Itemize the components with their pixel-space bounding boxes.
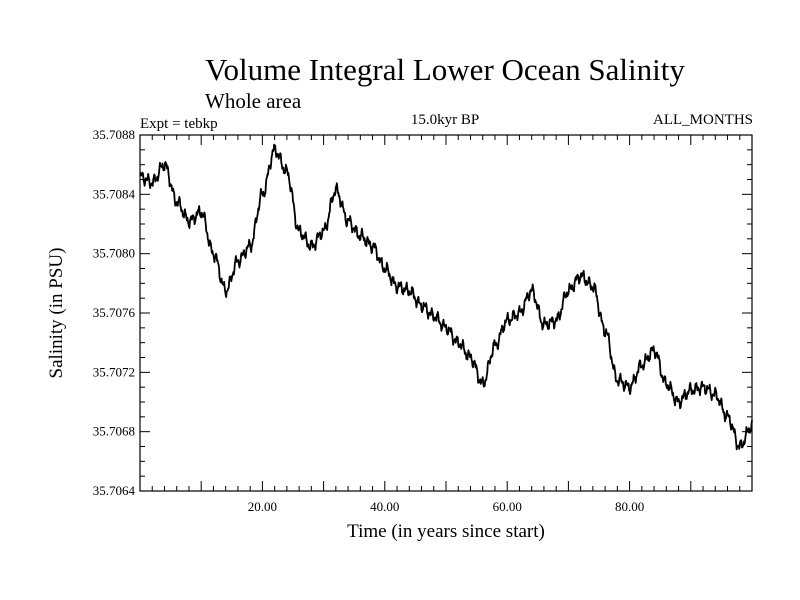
period-label: 15.0kyr BP xyxy=(411,112,479,128)
y-tick-label: 35.7068 xyxy=(93,424,135,439)
chart-title: Volume Integral Lower Ocean Salinity xyxy=(205,52,685,87)
x-tick-label: 60.00 xyxy=(493,499,522,514)
x-tick-label: 80.00 xyxy=(615,499,644,514)
x-tick-label: 20.00 xyxy=(248,499,277,514)
y-tick-label: 35.7084 xyxy=(93,186,136,201)
y-tick-label: 35.7072 xyxy=(93,364,135,379)
y-tick-label: 35.7064 xyxy=(93,483,136,498)
x-tick-label: 40.00 xyxy=(370,499,399,514)
y-tick-label: 35.7088 xyxy=(93,127,135,142)
plot-area-frame xyxy=(139,134,753,492)
y-tick-label: 35.7076 xyxy=(93,305,136,320)
chart-subtitle: Whole area xyxy=(205,89,302,113)
salinity-series-line xyxy=(139,143,753,451)
months-label: ALL_MONTHS xyxy=(653,112,753,128)
axis-ticks xyxy=(139,134,753,492)
y-tick-label: 35.7080 xyxy=(93,246,135,261)
y-axis-label: Salinity (in PSU) xyxy=(46,248,67,379)
experiment-label: Expt = tebkp xyxy=(140,116,218,132)
tick-labels: 20.00 40.00 60.00 80.00 35.7064 35.7068 35.707… xyxy=(93,127,644,514)
x-axis-label: Time (in years since start) xyxy=(347,521,545,542)
